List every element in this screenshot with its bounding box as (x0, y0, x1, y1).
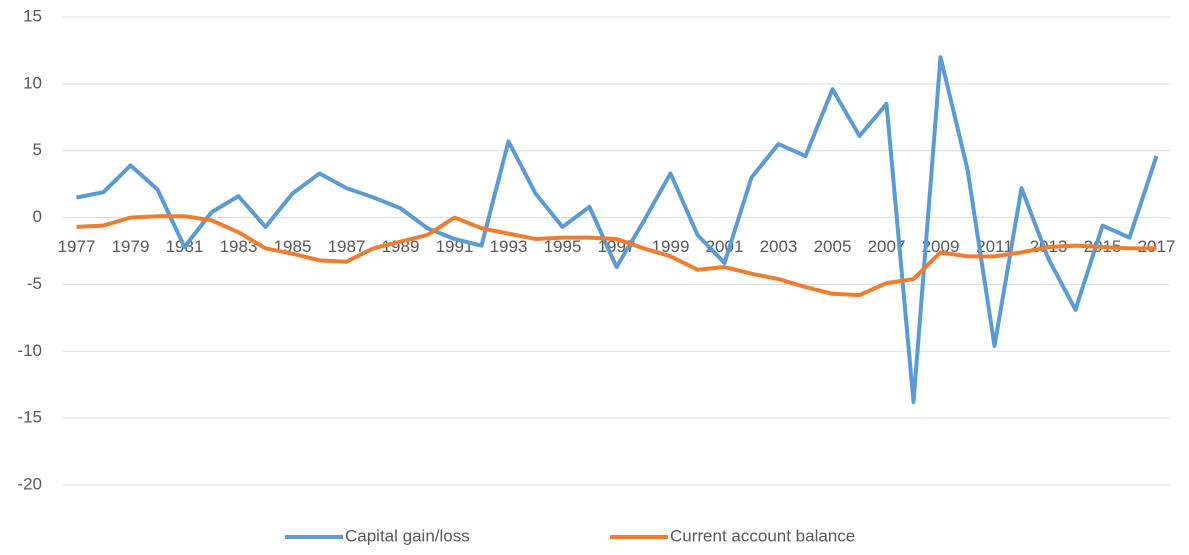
x-tick-label: 1993 (490, 237, 528, 256)
x-tick-label: 1999 (652, 237, 690, 256)
y-tick-label: -15 (17, 408, 42, 427)
x-tick-label: 1989 (382, 237, 420, 256)
y-tick-label: -20 (17, 474, 42, 493)
series-line (76, 214, 1157, 298)
y-tick-label: 15 (23, 6, 42, 25)
legend-label: Capital gain/loss (345, 526, 470, 545)
x-tick-label: 2009 (922, 237, 960, 256)
x-tick-label: 1995 (544, 237, 582, 256)
series-line (76, 55, 1159, 405)
y-tick-label: 0 (33, 207, 42, 226)
x-tick-label: 1987 (328, 237, 366, 256)
x-tick-label: 1979 (112, 237, 150, 256)
x-tick-label: 2011 (976, 237, 1013, 256)
x-tick-label: 2003 (760, 237, 798, 256)
x-tick-label: 1983 (220, 237, 258, 256)
y-tick-label: -5 (27, 274, 42, 293)
x-tick-label: 2007 (868, 237, 906, 256)
x-tick-label: 1977 (58, 237, 96, 256)
x-tick-label: 2005 (814, 237, 852, 256)
y-tick-label: 10 (23, 73, 42, 92)
y-tick-label: 5 (33, 140, 42, 159)
y-tick-label: -10 (17, 341, 42, 360)
legend-label: Current account balance (670, 526, 855, 545)
